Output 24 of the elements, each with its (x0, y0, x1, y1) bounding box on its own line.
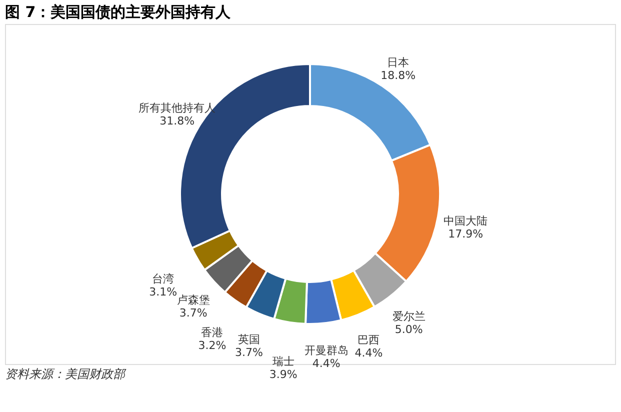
slice-label: 巴西 (358, 334, 380, 347)
slice-label: 日本 (387, 56, 410, 69)
data-label: 4.4% (312, 357, 340, 370)
data-label: 31.8% (160, 114, 195, 128)
slice-label: 香港 (201, 326, 224, 340)
slice-label: 台湾 (152, 272, 174, 286)
data-label: 3.7% (179, 306, 208, 320)
chart-title: 图 7：美国国债的主要外国持有人 (5, 3, 232, 21)
data-label: 3.1% (149, 285, 178, 298)
slice-label: 英国 (238, 332, 260, 346)
slice-label: 爱尔兰 (392, 310, 426, 324)
slice-label: 所有其他持有人 (138, 102, 216, 115)
slice-label: 中国大陆 (444, 214, 488, 228)
data-label: 3.7% (235, 346, 263, 359)
data-label: 4.4% (354, 346, 383, 360)
data-label: 3.9% (269, 368, 298, 381)
data-label: 17.9% (448, 227, 484, 240)
data-label: 3.2% (198, 339, 226, 352)
text: 资料来源：美国财政部 (5, 367, 127, 381)
slice-label: 开曼群岛 (304, 344, 348, 358)
slice-label: 瑞士 (272, 354, 294, 368)
data-label: 5.0% (394, 323, 423, 336)
slice-label: 卢森堡 (176, 294, 210, 307)
data-label: 18.8% (380, 68, 416, 82)
